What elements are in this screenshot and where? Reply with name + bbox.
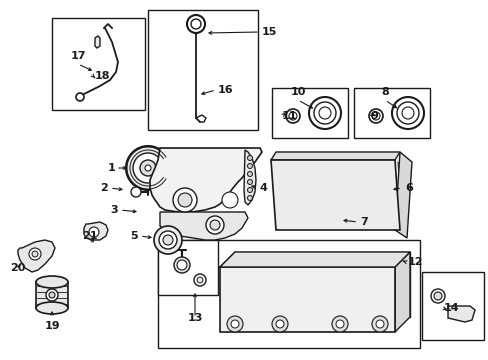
Circle shape [197, 277, 203, 283]
Text: 13: 13 [187, 313, 202, 323]
Polygon shape [18, 240, 55, 272]
Circle shape [174, 257, 190, 273]
Circle shape [89, 227, 99, 237]
Text: 19: 19 [44, 321, 60, 331]
Bar [148, 10, 258, 130]
Text: 10: 10 [290, 87, 305, 97]
Circle shape [226, 316, 243, 332]
Circle shape [391, 97, 423, 129]
Ellipse shape [36, 302, 68, 314]
Circle shape [247, 188, 252, 193]
Text: 6: 6 [404, 183, 412, 193]
Polygon shape [150, 148, 262, 212]
Circle shape [154, 226, 182, 254]
Circle shape [271, 316, 287, 332]
Polygon shape [95, 36, 100, 48]
Circle shape [145, 165, 151, 171]
Circle shape [247, 195, 252, 201]
Polygon shape [244, 150, 256, 205]
Text: 2: 2 [100, 183, 108, 193]
Polygon shape [394, 152, 411, 238]
Circle shape [371, 316, 387, 332]
Text: 11: 11 [282, 111, 297, 121]
Text: 7: 7 [359, 217, 367, 227]
Polygon shape [160, 212, 247, 240]
Circle shape [430, 289, 444, 303]
Circle shape [318, 107, 330, 119]
Circle shape [131, 187, 141, 197]
Text: 15: 15 [262, 27, 277, 37]
Circle shape [163, 235, 173, 245]
Circle shape [194, 274, 205, 286]
Circle shape [209, 220, 220, 230]
Circle shape [222, 192, 238, 208]
Circle shape [29, 248, 41, 260]
Bar [158, 240, 419, 348]
Polygon shape [220, 252, 409, 267]
Text: 4: 4 [260, 183, 267, 193]
Circle shape [76, 93, 84, 101]
Circle shape [288, 112, 296, 120]
Circle shape [178, 193, 192, 207]
Circle shape [191, 19, 201, 29]
Bar [421, 272, 483, 340]
Text: 12: 12 [407, 257, 423, 267]
Circle shape [46, 289, 58, 301]
Ellipse shape [36, 276, 68, 288]
Circle shape [331, 316, 347, 332]
Text: 5: 5 [130, 231, 138, 241]
Polygon shape [84, 222, 108, 240]
Circle shape [371, 112, 379, 120]
Circle shape [126, 146, 170, 190]
Text: 18: 18 [95, 71, 110, 81]
Circle shape [433, 292, 441, 300]
Circle shape [32, 251, 38, 257]
Bar [271, 88, 347, 138]
Polygon shape [394, 252, 409, 332]
Circle shape [247, 180, 252, 184]
Circle shape [247, 156, 252, 161]
Circle shape [396, 102, 418, 124]
Circle shape [173, 188, 197, 212]
Circle shape [308, 97, 340, 129]
Text: 17: 17 [70, 51, 85, 61]
Polygon shape [220, 267, 394, 332]
Text: 14: 14 [443, 303, 459, 313]
Circle shape [205, 216, 224, 234]
Circle shape [247, 171, 252, 176]
Circle shape [375, 320, 383, 328]
Circle shape [313, 102, 335, 124]
Circle shape [49, 292, 55, 298]
Bar [52, 18, 145, 110]
Text: 16: 16 [218, 85, 233, 95]
Circle shape [247, 163, 252, 168]
Circle shape [133, 153, 163, 183]
Circle shape [401, 107, 413, 119]
Text: 9: 9 [369, 111, 377, 121]
Bar [353, 88, 429, 138]
Text: 1: 1 [107, 163, 115, 173]
Circle shape [159, 231, 177, 249]
Circle shape [275, 320, 284, 328]
Bar [36, 282, 68, 308]
Circle shape [285, 109, 299, 123]
Circle shape [186, 15, 204, 33]
Text: 21: 21 [82, 231, 98, 241]
Circle shape [140, 160, 156, 176]
Polygon shape [270, 152, 399, 160]
Polygon shape [270, 160, 399, 230]
Text: 20: 20 [10, 263, 25, 273]
Circle shape [230, 320, 239, 328]
Text: 8: 8 [380, 87, 388, 97]
Circle shape [368, 109, 382, 123]
Circle shape [335, 320, 343, 328]
Circle shape [177, 260, 186, 270]
Bar [158, 240, 218, 295]
Text: 3: 3 [110, 205, 118, 215]
Polygon shape [447, 306, 474, 322]
